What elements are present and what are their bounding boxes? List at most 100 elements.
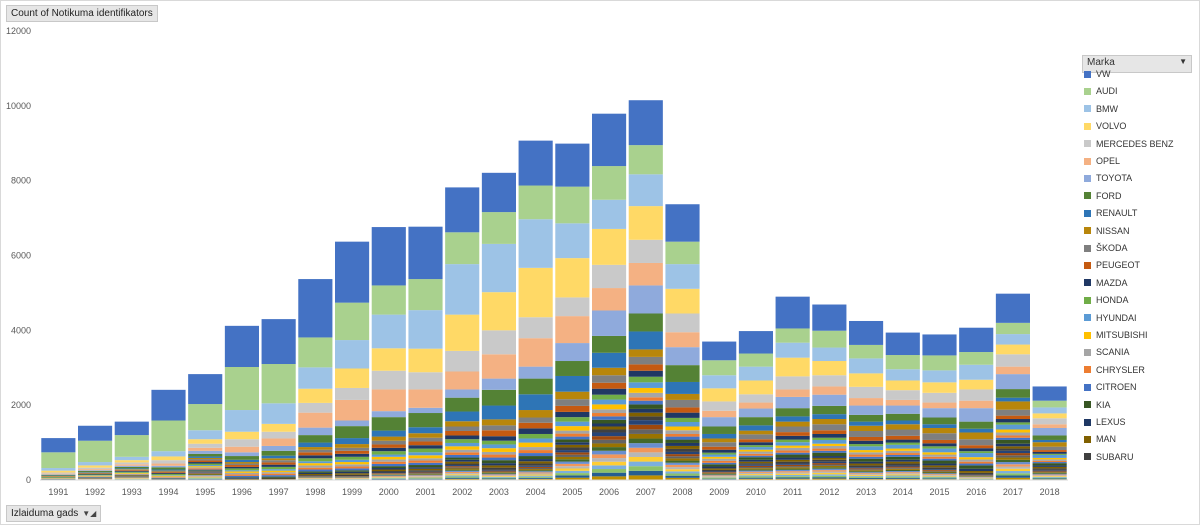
bar-segment-2012-other-3[interactable] [812, 465, 847, 468]
bar-segment-2012-other-7[interactable] [812, 471, 847, 473]
bar-segment-2006-ford[interactable] [592, 335, 627, 353]
bar-segment-2015-other-5[interactable] [922, 473, 957, 475]
bar-segment-2012-nissan[interactable] [812, 419, 847, 425]
legend-item-honda[interactable]: HONDA [1084, 293, 1129, 307]
bar-segment-1994-peugeot[interactable] [151, 472, 186, 474]
bar-segment-2009-other-5[interactable] [702, 474, 737, 476]
bar-segment-1993-vw[interactable] [114, 421, 149, 436]
bar-segment-2003-peugeot[interactable] [481, 430, 516, 437]
bar-segment-2001-subaru[interactable] [408, 470, 443, 472]
bar-segment-1998-toyota[interactable] [298, 427, 333, 436]
bar-segment-2014-man[interactable] [885, 461, 920, 464]
bar-segment-2014-nissan[interactable] [885, 424, 920, 430]
bar-segment-2008-mitsubishi[interactable] [665, 426, 700, 431]
bar-segment-2013-mercedes-benz[interactable] [849, 386, 884, 399]
bar-segment-2002-other-0[interactable] [445, 465, 480, 467]
bar-segment-2006-other-12[interactable] [592, 476, 627, 480]
bar-segment-2017-lexus[interactable] [995, 443, 1030, 447]
bar-segment-1991-volvo[interactable] [41, 470, 76, 473]
bar-segment-1991-vw[interactable] [41, 438, 76, 453]
bar-segment-1999-bmw[interactable] [335, 340, 370, 369]
bar-segment-1994-kia[interactable] [151, 478, 186, 479]
bar-segment-1995-other-1[interactable] [188, 472, 223, 474]
bar-segment-1995-toyota[interactable] [188, 450, 223, 454]
bar-segment-1996-lexus[interactable] [224, 478, 259, 479]
bar-segment-2011-volvo[interactable] [775, 357, 810, 377]
bar-segment-2005-toyota[interactable] [555, 343, 590, 362]
bar-segment-2005-lexus[interactable] [555, 442, 590, 445]
bar-segment-1993-mercedes-benz[interactable] [114, 462, 149, 465]
bar-segment-2003-man[interactable] [481, 465, 516, 468]
bar-segment-2012-bmw[interactable] [812, 347, 847, 362]
bar-segment-2005-other-2[interactable] [555, 454, 590, 457]
bar-segment-2000-other-7[interactable] [371, 476, 406, 478]
bar-segment-1993-mazda[interactable] [114, 471, 149, 472]
bar-segment-2000-other-8[interactable] [371, 477, 406, 478]
bar-segment-2010-subaru[interactable] [738, 463, 773, 465]
bar-segment-1991-audi[interactable] [41, 452, 76, 469]
bar-segment-2012-citroen[interactable] [812, 450, 847, 453]
bar-segment-2008-vw[interactable] [665, 204, 700, 242]
bar-segment-1995-opel[interactable] [188, 447, 223, 451]
bar-segment-2009-toyota[interactable] [702, 417, 737, 427]
bar-segment-2007-renault[interactable] [628, 331, 663, 350]
bar-segment-2007-lexus[interactable] [628, 408, 663, 413]
bar-segment-2018-renault[interactable] [1032, 439, 1067, 443]
bar-segment-2004-other-0[interactable] [518, 465, 553, 467]
bar-segment-1999-toyota[interactable] [335, 420, 370, 427]
legend-item-citroen[interactable]: CITROEN [1084, 380, 1137, 394]
bar-segment-2003-mazda[interactable] [481, 436, 516, 441]
bar-segment-1995-honda[interactable] [188, 463, 223, 466]
legend-item-renault[interactable]: RENAULT [1084, 206, 1137, 220]
bar-segment-2002-mazda[interactable] [445, 435, 480, 440]
bar-segment-2000-bmw[interactable] [371, 314, 406, 349]
bar-segment-1994-mercedes-benz[interactable] [151, 460, 186, 464]
bar-segment-1995-other-10[interactable] [188, 478, 223, 479]
bar-segment-2007-citroen[interactable] [628, 400, 663, 405]
bar-segment-2004-other-12[interactable] [518, 478, 553, 480]
bar-segment-2002-opel[interactable] [445, 371, 480, 390]
bar-segment-1996-nissan[interactable] [224, 462, 259, 464]
bar-segment-2013--koda[interactable] [849, 430, 884, 437]
bar-segment-2002-volvo[interactable] [445, 314, 480, 351]
bar-segment-2001-other-10[interactable] [408, 478, 443, 479]
bar-segment-1995-mazda[interactable] [188, 462, 223, 464]
bar-segment-2005-mazda[interactable] [555, 411, 590, 418]
bar-segment-1996-honda[interactable] [224, 468, 259, 471]
bar-segment-2015-opel[interactable] [922, 402, 957, 409]
bar-segment-1995-other-0[interactable] [188, 472, 223, 473]
legend-item-audi[interactable]: AUDI [1084, 84, 1118, 98]
bar-segment-2008-other-4[interactable] [665, 460, 700, 463]
bar-segment-1997-mercedes-benz[interactable] [261, 431, 296, 439]
bar-segment-2006-honda[interactable] [592, 394, 627, 400]
bar-segment-1994-opel[interactable] [151, 463, 186, 466]
bar-segment-2013-peugeot[interactable] [849, 436, 884, 441]
bar-segment-1996-renault[interactable] [224, 459, 259, 463]
bar-segment-2007-other-0[interactable] [628, 420, 663, 425]
bar-segment-2001-other-3[interactable] [408, 473, 443, 475]
bar-segment-2006-audi[interactable] [592, 166, 627, 200]
bar-segment-2012-other-2[interactable] [812, 464, 847, 466]
bar-segment-2007-peugeot[interactable] [628, 364, 663, 371]
bar-segment-2003-lexus[interactable] [481, 463, 516, 466]
bar-segment-2000-scania[interactable] [371, 459, 406, 462]
bar-segment-2008-man[interactable] [665, 445, 700, 449]
bar-segment-1995-other-11[interactable] [188, 478, 223, 480]
bar-segment-2000-other-4[interactable] [371, 474, 406, 476]
bar-segment-2017-hyundai[interactable] [995, 424, 1030, 430]
legend-item-toyota[interactable]: TOYOTA [1084, 171, 1132, 185]
bar-segment-2003-other-6[interactable] [481, 474, 516, 476]
bar-segment-1997-volvo[interactable] [261, 423, 296, 432]
bar-segment-2007-mitsubishi[interactable] [628, 387, 663, 393]
bar-segment-1993-volvo[interactable] [114, 460, 149, 463]
bar-segment-2001-other-1[interactable] [408, 472, 443, 474]
bar-segment-2014-other-10[interactable] [885, 476, 920, 478]
bar-segment-2007-chrysler[interactable] [628, 397, 663, 401]
legend-item-hyundai[interactable]: HYUNDAI [1084, 311, 1137, 325]
bar-segment-2010-mercedes-benz[interactable] [738, 394, 773, 403]
bar-segment-1999--koda[interactable] [335, 447, 370, 451]
bar-segment-2010-ford[interactable] [738, 417, 773, 426]
bar-segment-2013-opel[interactable] [849, 398, 884, 406]
bar-segment-1995-renault[interactable] [188, 456, 223, 458]
bar-segment-1994-toyota[interactable] [151, 465, 186, 468]
